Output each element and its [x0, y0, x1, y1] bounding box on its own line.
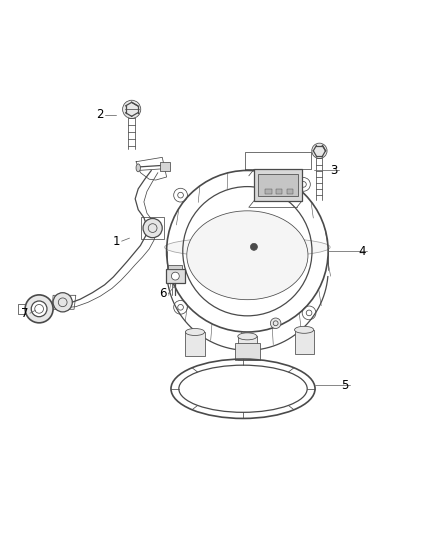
- Circle shape: [270, 318, 281, 328]
- Circle shape: [123, 100, 141, 118]
- Bar: [258, 174, 298, 196]
- Text: 5: 5: [341, 379, 349, 392]
- Circle shape: [171, 272, 179, 280]
- Text: 4: 4: [358, 245, 366, 258]
- Circle shape: [53, 293, 72, 312]
- Bar: [265, 189, 272, 194]
- Text: 7: 7: [21, 306, 28, 320]
- Ellipse shape: [294, 326, 314, 333]
- Text: 6: 6: [159, 287, 167, 300]
- Bar: [168, 265, 182, 269]
- Bar: [254, 169, 302, 201]
- Ellipse shape: [136, 164, 141, 172]
- Bar: [141, 217, 164, 239]
- Circle shape: [31, 301, 47, 317]
- Bar: [294, 330, 314, 354]
- Text: 1: 1: [113, 235, 120, 248]
- Ellipse shape: [187, 211, 308, 300]
- Circle shape: [25, 295, 53, 323]
- Bar: [238, 336, 257, 360]
- Bar: [235, 343, 260, 360]
- Ellipse shape: [185, 328, 205, 335]
- Bar: [287, 189, 293, 194]
- Circle shape: [251, 244, 258, 251]
- Ellipse shape: [238, 333, 257, 340]
- Bar: [160, 161, 170, 171]
- Text: 2: 2: [96, 108, 104, 121]
- Ellipse shape: [165, 237, 330, 257]
- Bar: [276, 189, 283, 194]
- Bar: [166, 269, 184, 283]
- Bar: [185, 332, 205, 356]
- Text: 3: 3: [330, 164, 337, 177]
- Circle shape: [312, 143, 327, 158]
- Circle shape: [143, 219, 162, 238]
